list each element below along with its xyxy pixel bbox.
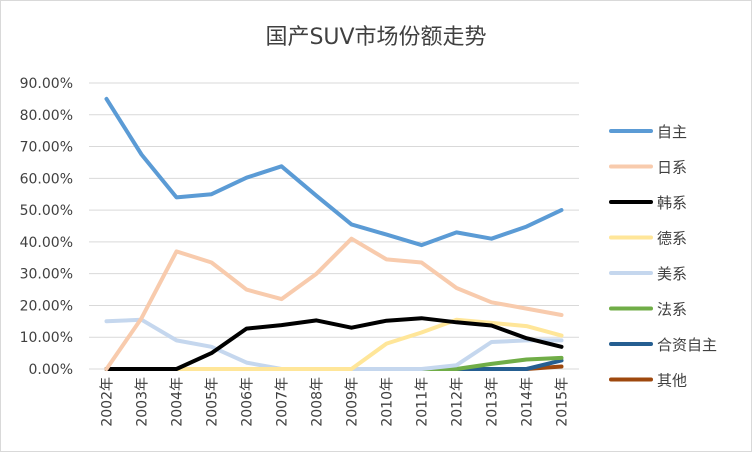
series-line-2 bbox=[104, 236, 564, 371]
chart-title: 国产SUV市场份额走势 bbox=[265, 25, 487, 50]
x-axis-tick-labels: 2002年 2003年 2004年 2005年 2006年 2007年 2008年 2009年… bbox=[100, 377, 571, 427]
x-tick-label: 2003年 bbox=[135, 377, 151, 427]
legend-label: 法系 bbox=[657, 301, 687, 319]
y-tick-label: 80.00% bbox=[20, 108, 73, 124]
y-axis-tick-labels: 0.00% 10.00% 20.00% 30.00% 40.00% 50.00% 60.00… bbox=[20, 76, 73, 378]
x-tick-label: 2006年 bbox=[240, 377, 256, 427]
x-tick-label: 2009年 bbox=[345, 377, 361, 427]
y-tick-label: 0.00% bbox=[29, 362, 73, 378]
x-tick-label: 2005年 bbox=[205, 377, 221, 427]
x-tick-label: 2002年 bbox=[100, 377, 116, 427]
legend-label: 合资自主 bbox=[657, 336, 717, 354]
y-tick-label: 90.00% bbox=[20, 76, 73, 92]
x-tick-label: 2015年 bbox=[555, 377, 571, 427]
legend-label: 其他 bbox=[657, 372, 687, 390]
y-tick-label: 10.00% bbox=[20, 330, 73, 346]
x-tick-label: 2014年 bbox=[520, 377, 536, 427]
y-tick-label: 70.00% bbox=[20, 140, 73, 156]
x-tick-label: 2012年 bbox=[450, 377, 466, 427]
series-line-1 bbox=[104, 96, 564, 248]
x-tick-label: 2008年 bbox=[310, 377, 326, 427]
legend-label: 韩系 bbox=[657, 194, 687, 212]
y-tick-label: 50.00% bbox=[20, 203, 73, 219]
y-tick-label: 20.00% bbox=[20, 298, 73, 314]
legend-label: 自主 bbox=[657, 123, 687, 141]
series-line-4 bbox=[104, 317, 564, 371]
legend-label: 日系 bbox=[657, 159, 687, 177]
x-tick-label: 2013年 bbox=[485, 377, 501, 427]
legend-label: 美系 bbox=[657, 265, 687, 283]
legend-label: 德系 bbox=[657, 230, 687, 248]
series-lines bbox=[104, 96, 564, 371]
x-tick-label: 2010年 bbox=[380, 377, 396, 427]
y-tick-label: 60.00% bbox=[20, 171, 73, 187]
series-line-3 bbox=[104, 316, 564, 371]
y-tick-label: 40.00% bbox=[20, 235, 73, 251]
y-tick-label: 30.00% bbox=[20, 267, 73, 283]
x-tick-label: 2007年 bbox=[275, 377, 291, 427]
x-tick-label: 2004年 bbox=[170, 377, 186, 427]
x-tick-label: 2011年 bbox=[415, 377, 431, 427]
